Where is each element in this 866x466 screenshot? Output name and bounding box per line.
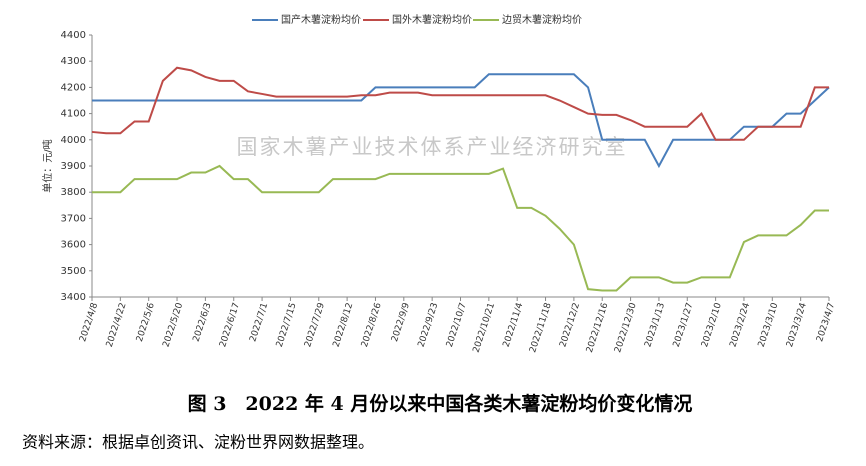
source-note: 资料来源：根据卓创资讯、淀粉世界网数据整理。 [22, 433, 374, 452]
x-tick-label: 2022/7/1 [248, 302, 270, 344]
x-tick-label: 2022/10/21 [472, 302, 498, 354]
y-tick-label: 3800 [61, 187, 86, 198]
x-tick-label: 2022/6/3 [192, 302, 214, 344]
y-tick-label: 3700 [61, 213, 86, 224]
y-tick-label: 4000 [61, 135, 86, 146]
x-tick-label: 2022/12/2 [558, 302, 582, 349]
x-tick-label: 2022/5/20 [161, 301, 185, 348]
y-tick-label: 3500 [61, 266, 86, 277]
x-tick-label: 2023/3/24 [785, 301, 809, 348]
x-tick-label: 2023/1/13 [643, 302, 667, 349]
watermark: 国家木薯产业技术体系产业经济研究室 [237, 135, 628, 159]
x-tick-label: 2022/8/12 [332, 302, 356, 349]
x-tick-label: 2022/4/8 [78, 301, 100, 343]
series-line [92, 73, 830, 169]
x-tick-label: 2023/3/10 [757, 301, 781, 348]
x-tick-label: 2022/7/15 [275, 302, 299, 349]
legend-label: 边贸木薯淀粉均价 [502, 13, 582, 26]
x-tick-label: 2022/5/6 [135, 301, 157, 343]
y-tick-label: 4100 [61, 109, 86, 120]
series-line [92, 164, 829, 292]
y-tick-label: 3900 [61, 161, 86, 172]
x-tick-label: 2022/12/30 [613, 301, 639, 354]
x-tick-label: 2022/8/26 [360, 301, 384, 348]
x-tick-label: 2022/11/18 [528, 301, 554, 354]
x-tick-label: 2022/7/29 [303, 301, 327, 348]
y-tick-label: 4300 [61, 56, 86, 67]
x-tick-label: 2022/9/23 [417, 302, 441, 349]
x-tick-label: 2022/9/9 [390, 301, 412, 343]
x-tick-label: 2022/10/7 [445, 302, 469, 349]
legend-label: 国外木薯淀粉均价 [392, 13, 472, 26]
x-tick-label: 2023/2/10 [700, 301, 724, 348]
x-tick-label: 2022/4/22 [105, 302, 129, 349]
x-tick-label: 2022/12/16 [585, 301, 611, 354]
x-tick-label: 2023/1/27 [672, 302, 696, 349]
y-tick-label: 4200 [61, 82, 86, 93]
caption: 图 3 2022 年 4 月份以来中国各类木薯淀粉均价变化情况 [188, 392, 693, 415]
legend-label: 国产木薯淀粉均价 [281, 13, 361, 26]
y-axis-label: 单位：元/吨 [41, 139, 54, 192]
y-tick-label: 4400 [61, 30, 86, 41]
x-tick-label: 2022/6/17 [218, 302, 242, 349]
y-tick-label: 3400 [61, 292, 86, 303]
series-line [91, 66, 829, 141]
x-tick-label: 2023/2/24 [728, 301, 752, 348]
y-tick-label: 3600 [61, 240, 86, 251]
x-tick-label: 2023/4/7 [815, 302, 837, 344]
x-tick-label: 2022/11/4 [502, 301, 526, 348]
